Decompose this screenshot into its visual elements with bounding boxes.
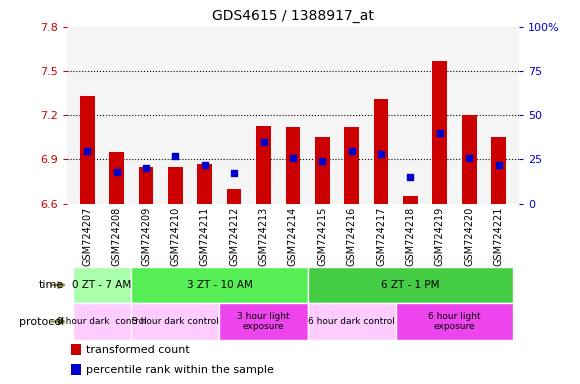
Text: time: time [38,280,64,290]
Text: protocol: protocol [19,316,64,327]
Bar [227,189,241,204]
Bar [131,303,219,340]
Text: transformed count: transformed count [86,344,190,354]
Text: 0 ZT - 7 AM: 0 ZT - 7 AM [72,280,132,290]
Bar [219,303,307,340]
Point [465,154,474,161]
Text: 3 hour light
exposure: 3 hour light exposure [237,312,290,331]
Bar [374,99,389,204]
Bar [396,303,513,340]
Bar [72,267,131,303]
Bar [285,127,300,204]
Point [435,130,444,136]
Bar [71,344,81,355]
Point [288,154,298,161]
Point [347,147,356,154]
Bar [403,196,418,204]
Text: percentile rank within the sample: percentile rank within the sample [86,365,274,375]
Bar [307,303,396,340]
Bar [168,167,183,204]
Text: 0 hour dark  control: 0 hour dark control [57,317,147,326]
Bar [72,303,131,340]
Point [82,147,92,154]
Title: GDS4615 / 1388917_at: GDS4615 / 1388917_at [212,9,374,23]
Bar [139,167,153,204]
Point [406,174,415,180]
Point [112,169,121,175]
Point [376,151,386,157]
Bar [109,152,124,204]
Text: 3 ZT - 10 AM: 3 ZT - 10 AM [187,280,252,290]
Bar [462,115,477,204]
Text: 6 ZT - 1 PM: 6 ZT - 1 PM [381,280,440,290]
Bar [71,364,81,375]
Bar [307,267,513,303]
Bar [433,61,447,204]
Text: 6 hour light
exposure: 6 hour light exposure [428,312,481,331]
Bar [345,127,359,204]
Bar [80,96,95,204]
Point [200,162,209,168]
Point [494,162,503,168]
Point [142,165,151,171]
Bar [315,137,329,204]
Point [171,153,180,159]
Point [318,158,327,164]
Point [230,170,239,177]
Bar [131,267,307,303]
Bar [256,126,271,204]
Bar [197,164,212,204]
Point [259,139,268,145]
Bar [491,137,506,204]
Text: 3 hour dark control: 3 hour dark control [132,317,219,326]
Text: 6 hour dark control: 6 hour dark control [308,317,395,326]
